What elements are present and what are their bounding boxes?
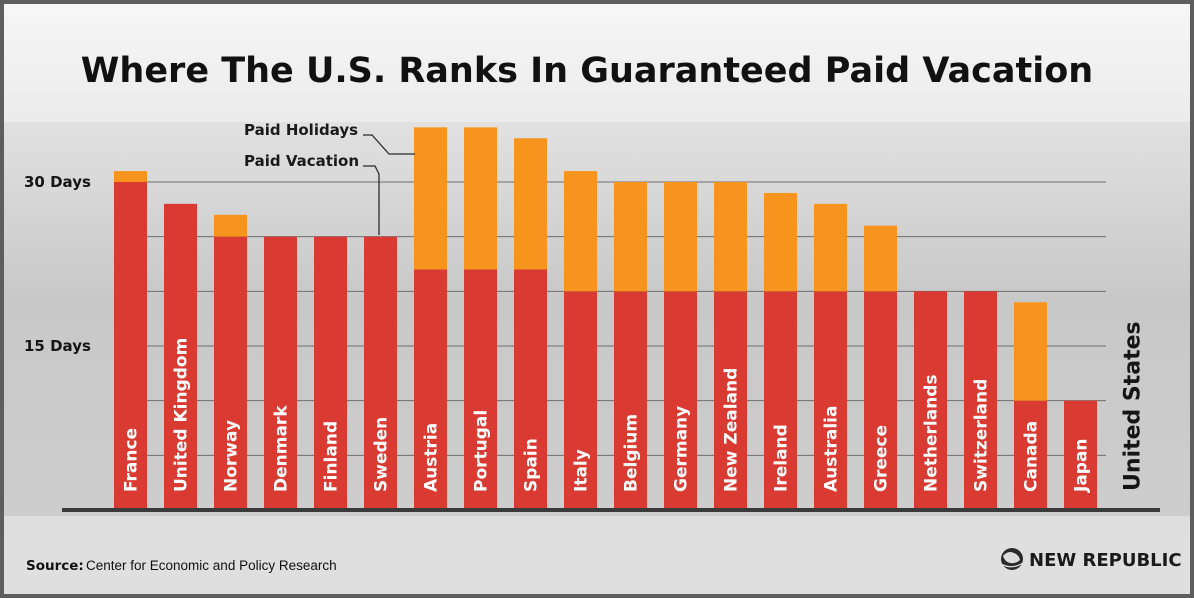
bar-holidays-france <box>114 171 147 182</box>
bar-holidays-austria <box>414 127 447 270</box>
bar-label-sweden: Sweden <box>372 417 392 492</box>
legend-leader-vacation <box>363 165 380 235</box>
y-axis-ticks: 30 Days 15 Days <box>24 173 91 355</box>
bar-vacation-norway <box>214 236 247 510</box>
bar-label-united-kingdom: United Kingdom <box>172 338 192 492</box>
bar-label-belgium: Belgium <box>622 414 642 492</box>
bar-label-denmark: Denmark <box>272 405 292 492</box>
bar-label-canada: Canada <box>1022 421 1042 492</box>
bar-label-japan: Japan <box>1072 438 1092 493</box>
bar-label-austria: Austria <box>422 423 442 492</box>
bar-holidays-norway <box>214 214 247 237</box>
bar-holidays-new-zealand <box>714 182 747 292</box>
bar-labels: France United Kingdom Norway Denmark Finland… <box>122 321 1146 493</box>
bar-vacation-greece <box>864 291 897 510</box>
bar-vacation-austria <box>414 269 447 510</box>
bar-holidays-germany <box>664 182 697 292</box>
bar-label-italy: Italy <box>572 449 592 492</box>
globe-logo-icon <box>1000 548 1024 570</box>
bar-label-australia: Australia <box>822 406 842 493</box>
bar-holidays-ireland <box>764 192 797 292</box>
bars <box>114 127 1097 510</box>
bar-vacation-new-zealand <box>714 291 747 510</box>
legend: Paid Holidays Paid Vacation <box>244 121 415 235</box>
bar-holidays-australia <box>814 203 847 292</box>
footer-haze <box>4 516 1190 594</box>
bar-vacation-germany <box>664 291 697 510</box>
bar-holidays-canada <box>1014 302 1047 401</box>
chart-title: Where The U.S. Ranks In Guaranteed Paid … <box>81 51 1093 91</box>
bar-vacation-netherlands <box>914 291 947 510</box>
legend-paid-holidays: Paid Holidays <box>244 121 358 139</box>
bar-vacation-spain <box>514 269 547 510</box>
bar-holidays-portugal <box>464 127 497 270</box>
source-label: Source: <box>26 558 84 574</box>
bar-label-netherlands: Netherlands <box>922 374 942 492</box>
bar-holidays-belgium <box>614 182 647 292</box>
bar-vacation-finland <box>314 236 347 510</box>
bar-label-portugal: Portugal <box>472 410 492 492</box>
bar-label-new-zealand: New Zealand <box>722 368 742 492</box>
bar-vacation-portugal <box>464 269 497 510</box>
chart-svg: Where The U.S. Ranks In Guaranteed Paid … <box>4 4 1190 594</box>
brand-name: NEW REPUBLIC <box>1029 550 1182 571</box>
bar-vacation-switzerland <box>964 291 997 510</box>
bar-holidays-italy <box>564 171 597 292</box>
bar-label-united-states: United States <box>1121 321 1146 491</box>
bar-label-norway: Norway <box>222 420 242 492</box>
bar-vacation-sweden <box>364 236 397 510</box>
bar-label-germany: Germany <box>672 406 692 492</box>
bar-vacation-denmark <box>264 236 297 510</box>
bar-vacation-united-kingdom <box>164 203 197 510</box>
bar-vacation-belgium <box>614 291 647 510</box>
y-tick-label: 30 Days <box>24 173 91 191</box>
bar-vacation-australia <box>814 291 847 510</box>
legend-paid-vacation: Paid Vacation <box>244 152 359 170</box>
bar-vacation-ireland <box>764 291 797 510</box>
bar-label-ireland: Ireland <box>772 424 792 492</box>
bar-vacation-canada <box>1014 400 1047 510</box>
bar-label-greece: Greece <box>872 425 892 492</box>
bar-holidays-spain <box>514 138 547 270</box>
bar-label-france: France <box>122 428 142 492</box>
y-tick-label: 15 Days <box>24 337 91 355</box>
bar-label-spain: Spain <box>522 438 542 492</box>
bar-vacation-france <box>114 182 147 510</box>
background-haze <box>4 4 1190 122</box>
bar-label-switzerland: Switzerland <box>972 379 992 492</box>
bar-label-finland: Finland <box>322 421 342 492</box>
bar-holidays-greece <box>864 225 897 292</box>
bar-vacation-japan <box>1064 400 1097 510</box>
bar-vacation-italy <box>564 291 597 510</box>
source-text: Center for Economic and Policy Research <box>86 558 337 573</box>
legend-leader-holidays <box>363 134 415 155</box>
